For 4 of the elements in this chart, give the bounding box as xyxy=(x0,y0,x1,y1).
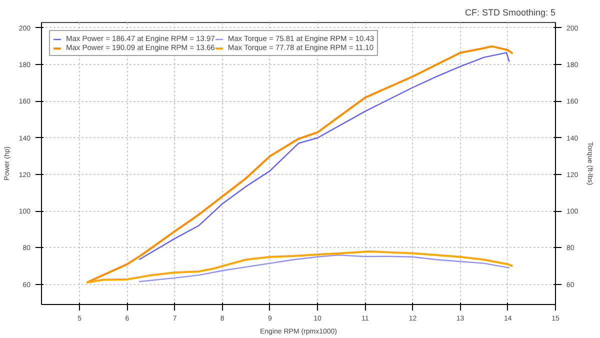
line-series xyxy=(138,52,510,260)
line-series xyxy=(86,250,514,284)
text: CF: STD Smoothing: 5 xyxy=(464,8,556,18)
line-series xyxy=(138,254,510,282)
